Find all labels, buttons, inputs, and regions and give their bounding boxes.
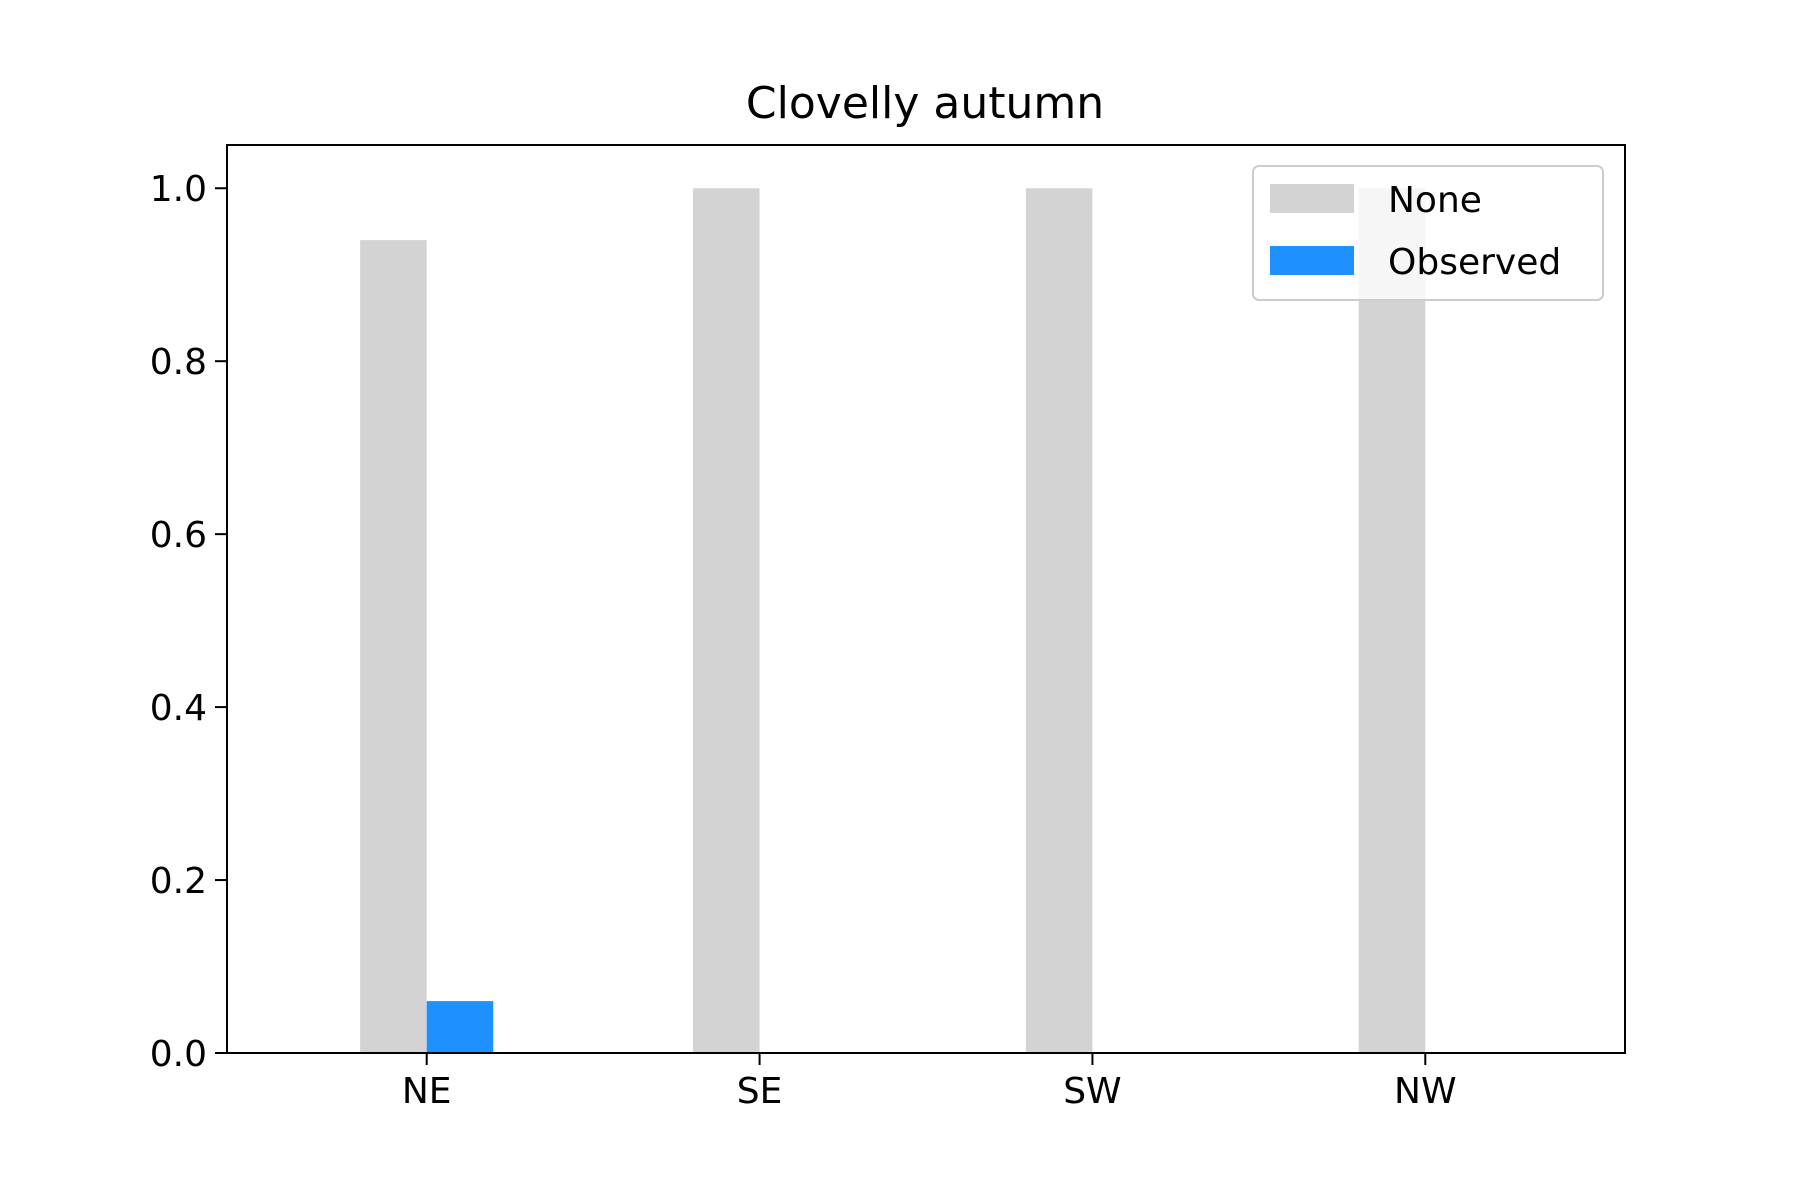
legend-swatch-none	[1270, 184, 1354, 213]
y-tick-label: 0.4	[150, 688, 207, 729]
x-tick-label-se: SE	[737, 1071, 783, 1112]
y-tick-label: 0.2	[150, 861, 207, 902]
bar-none-se	[693, 188, 760, 1053]
y-tick-label: 1.0	[150, 169, 207, 210]
legend: None Observed	[1252, 165, 1604, 301]
bar-none-ne	[360, 240, 427, 1054]
bar-none-sw	[1025, 188, 1093, 1053]
x-tick-label-nw: NW	[1394, 1071, 1457, 1112]
y-tick-label: 0.6	[150, 515, 207, 556]
x-tick-label-ne: NE	[402, 1071, 452, 1112]
bar-none-nw	[1358, 188, 1426, 1053]
y-tick-label: 0.0	[150, 1034, 207, 1075]
y-tick-label: 0.8	[150, 342, 207, 383]
y-axis: 0.0 0.2 0.4 0.6 0.8 1.0	[150, 169, 227, 1075]
legend-swatch-observed	[1270, 246, 1354, 275]
plot-frame	[226, 144, 1626, 1054]
x-axis: NE SE SW NW	[402, 1053, 1457, 1112]
legend-label-none: None	[1388, 180, 1482, 221]
legend-label-observed: Observed	[1388, 242, 1561, 283]
bar-observed-ne	[426, 1001, 494, 1053]
x-tick-label-sw: SW	[1063, 1071, 1121, 1112]
bars-group	[360, 188, 1426, 1054]
chart-title: Clovelly autumn	[746, 78, 1104, 129]
